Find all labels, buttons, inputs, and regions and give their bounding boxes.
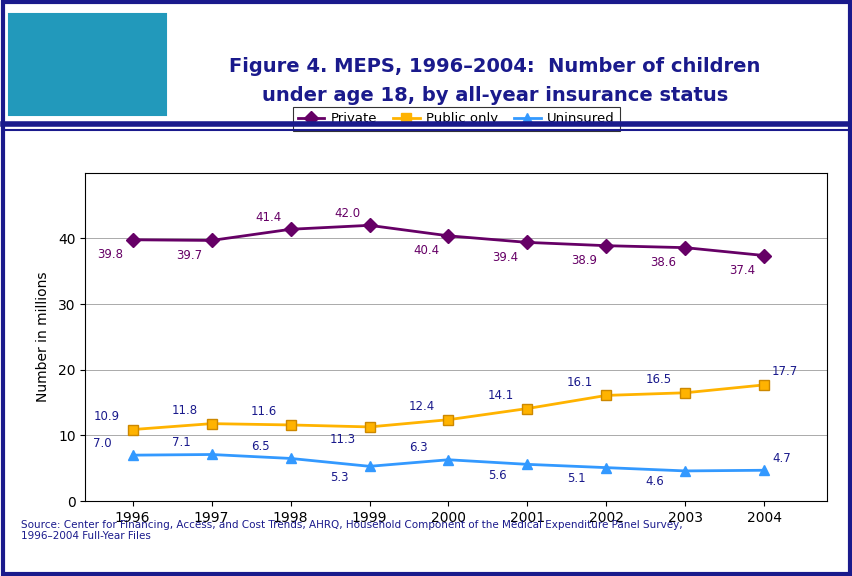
Uninsured xyxy=(601,464,611,471)
Uninsured xyxy=(521,461,532,468)
Text: 5.1: 5.1 xyxy=(567,472,584,485)
Text: Source: Center for Financing, Access, and Cost Trends, AHRQ, Household Component: Source: Center for Financing, Access, an… xyxy=(21,520,682,541)
Private xyxy=(285,226,296,233)
Private xyxy=(758,252,769,259)
Text: under age 18, by all-year insurance status: under age 18, by all-year insurance stat… xyxy=(262,86,727,104)
Text: 37.4: 37.4 xyxy=(728,264,754,277)
Line: Public only: Public only xyxy=(128,380,769,434)
Text: Figure 4. MEPS, 1996–2004:  Number of children: Figure 4. MEPS, 1996–2004: Number of chi… xyxy=(229,57,759,75)
Text: 41.4: 41.4 xyxy=(255,211,281,225)
Private xyxy=(128,236,138,243)
Text: 5.3: 5.3 xyxy=(330,471,348,484)
Text: 16.1: 16.1 xyxy=(567,376,592,389)
Text: 17.7: 17.7 xyxy=(771,365,797,378)
Private xyxy=(364,222,374,229)
Text: 6.5: 6.5 xyxy=(250,440,269,453)
Public only xyxy=(206,420,216,427)
Text: 11.3: 11.3 xyxy=(330,433,356,446)
Text: 4.6: 4.6 xyxy=(645,475,664,488)
Text: 14.1: 14.1 xyxy=(487,389,514,401)
Text: 42.0: 42.0 xyxy=(334,207,360,221)
Public only xyxy=(443,416,453,423)
Public only xyxy=(364,423,374,430)
Private xyxy=(601,242,611,249)
Public only xyxy=(521,405,532,412)
Text: 4.7: 4.7 xyxy=(771,452,790,465)
Private xyxy=(443,232,453,239)
Public only xyxy=(601,392,611,399)
Text: 7.1: 7.1 xyxy=(172,436,191,449)
Text: 39.4: 39.4 xyxy=(492,251,517,264)
Y-axis label: Number in millions: Number in millions xyxy=(36,272,49,402)
Public only xyxy=(758,381,769,388)
Text: 6.3: 6.3 xyxy=(408,441,427,454)
Private xyxy=(679,244,689,251)
Uninsured xyxy=(206,451,216,458)
Text: 5.6: 5.6 xyxy=(487,469,506,482)
Text: 12.4: 12.4 xyxy=(408,400,435,413)
Uninsured xyxy=(128,452,138,458)
Public only xyxy=(128,426,138,433)
Text: 16.5: 16.5 xyxy=(645,373,671,386)
Uninsured xyxy=(758,467,769,473)
Text: 39.8: 39.8 xyxy=(97,248,123,261)
Line: Private: Private xyxy=(128,221,769,260)
Uninsured xyxy=(679,468,689,475)
Uninsured xyxy=(443,456,453,463)
Text: 11.8: 11.8 xyxy=(172,404,198,417)
Uninsured xyxy=(285,455,296,462)
Text: 7.0: 7.0 xyxy=(93,437,112,450)
Public only xyxy=(285,422,296,429)
Private xyxy=(206,237,216,244)
Text: 40.4: 40.4 xyxy=(412,244,439,257)
Text: 11.6: 11.6 xyxy=(250,405,277,418)
Private xyxy=(521,239,532,246)
Public only xyxy=(679,389,689,396)
Line: Uninsured: Uninsured xyxy=(128,450,769,476)
Text: 39.7: 39.7 xyxy=(176,249,202,262)
Text: 38.9: 38.9 xyxy=(570,254,596,267)
Legend: Private, Public only, Uninsured: Private, Public only, Uninsured xyxy=(292,107,619,131)
Text: 10.9: 10.9 xyxy=(93,410,119,423)
Uninsured xyxy=(364,463,374,470)
Text: 38.6: 38.6 xyxy=(649,256,675,269)
